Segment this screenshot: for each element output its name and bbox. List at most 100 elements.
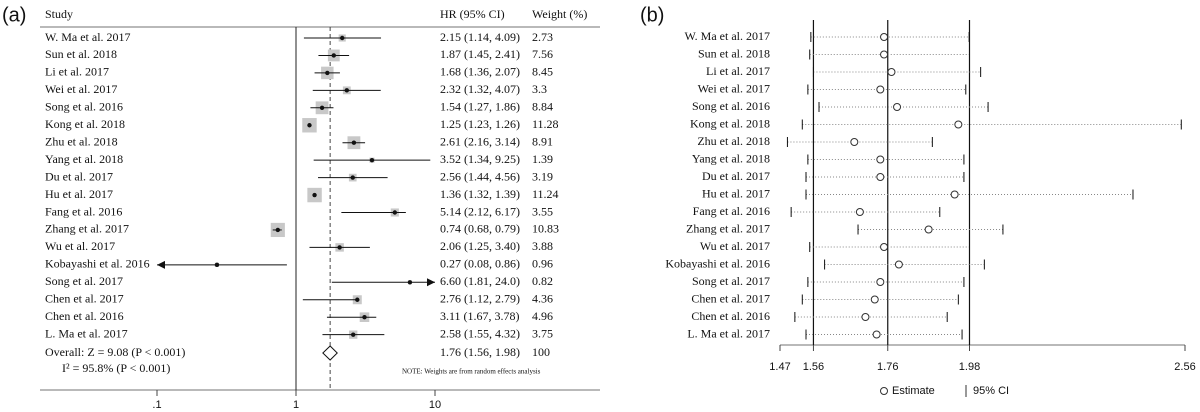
study-label: Du et al. 2017 [45,169,113,183]
column-header: Study [45,7,73,21]
study-label: Sun et al. 2018 [45,47,117,61]
overall-label: Overall: Z = 9.08 (P < 0.001) [45,345,185,359]
estimate [894,260,903,269]
x-tick-label: .1 [152,399,161,411]
column-header: HR (95% CI) [440,7,505,21]
hr-label: 1.87 (1.45, 2.41) [440,47,520,61]
estimate [872,330,881,339]
hr-label: 2.15 (1.14, 4.09) [440,30,520,44]
study-label: Du et al. 2017 [702,169,770,183]
estimate [850,138,859,146]
weight-label: 8.91 [532,134,553,148]
study-label: Chen et al. 2016 [691,309,770,323]
study-label: Zhang et al. 2017 [686,221,770,235]
estimate [954,120,963,129]
overall-hr-label: 1.76 (1.56, 1.98) [440,345,520,359]
weight-label: 3.3 [532,82,547,96]
study-label: Wei et al. 2017 [698,81,770,95]
hr-label: 2.32 (1.32, 4.07) [440,82,520,96]
hr-point [275,227,281,233]
study-label: Zhu et al. 2018 [45,134,118,148]
study-label: Chen et al. 2017 [691,291,770,305]
study-label: W. Ma et al. 2017 [45,30,131,44]
study-label: Song et al. 2017 [692,274,770,288]
estimate [870,295,879,304]
weight-label: 0.82 [532,274,553,288]
study-label: Li et al. 2017 [706,64,770,78]
overall-weight-label: 100 [532,345,550,359]
study-label: Chen et al. 2016 [45,309,124,323]
estimate [855,208,864,216]
hr-point [351,332,356,337]
study-label: Hu et al. 2017 [702,186,770,200]
hr-point [369,157,375,163]
hr-point [351,140,357,145]
x-tick-label: 1.47 [769,361,790,373]
weight-label: 8.45 [532,65,553,79]
estimate [876,155,885,164]
hr-label: 2.76 (1.12, 2.79) [440,292,520,306]
x-tick-label: 1.98 [959,361,980,373]
x-tick-label: 2.56 [1174,361,1195,373]
study-label: Song et al. 2017 [45,274,123,288]
hr-label: 5.14 (2.12, 6.17) [440,204,520,218]
weight-label: 11.24 [532,187,559,201]
ci-arrow [157,260,165,269]
weight-label: 3.88 [532,239,553,253]
estimate [950,190,959,199]
hr-label: 1.25 (1.23, 1.26) [440,117,520,131]
panel-label: (b) [640,4,664,26]
hr-label: 0.27 (0.08, 0.86) [440,257,520,271]
hr-point [340,35,345,41]
hr-point [344,88,350,93]
hr-point [407,280,413,285]
overall-diamond [322,345,338,361]
weight-label: 3.55 [532,204,553,218]
study-label: Li et al. 2017 [45,65,109,79]
study-label: L. Ma et al. 2017 [687,326,770,340]
estimate [876,173,885,181]
hr-label: 2.06 (1.25, 3.40) [440,239,520,253]
hr-point [350,175,355,180]
study-label: Kong et al. 2018 [690,116,770,130]
hr-label: 2.56 (1.44, 4.56) [440,169,520,183]
study-label: Song et al. 2016 [692,99,770,113]
study-label: Yang et al. 2018 [45,152,123,166]
hr-label: 2.58 (1.55, 4.32) [440,326,520,340]
weight-label: 10.83 [532,222,559,236]
weight-label: 4.36 [532,292,553,306]
study-label: Yang et al. 2018 [692,151,770,165]
study-label: Chen et al. 2017 [45,292,124,306]
hr-label: 1.54 (1.27, 1.86) [440,100,520,114]
hr-point [214,262,220,268]
study-label: Song et al. 2016 [45,100,123,114]
estimate [924,225,933,234]
hr-point [337,245,342,250]
estimate [893,103,902,111]
study-label: Zhang et al. 2017 [45,222,129,236]
column-header: Weight (%) [532,7,587,21]
hr-label: 1.68 (1.36, 2.07) [440,65,520,79]
hr-point [312,192,317,198]
weight-label: 1.39 [532,152,553,166]
study-label: Sun et al. 2018 [698,46,770,60]
legend-label: Estimate [892,385,935,397]
estimate [880,243,889,251]
hr-label: 3.52 (1.34, 9.25) [440,152,520,166]
panel-label: (a) [2,4,26,26]
hr-point [355,297,360,302]
estimate [876,278,885,286]
study-label: Zhu et al. 2018 [697,134,770,148]
estimate [880,33,889,41]
study-label: L. Ma et al. 2017 [45,326,128,340]
note: NOTE: Weights are from random effects an… [402,368,541,376]
weight-label: 7.56 [532,47,553,61]
estimate [876,85,885,94]
hr-point [362,315,367,320]
study-label: Wei et al. 2017 [45,82,117,96]
hr-label: 2.61 (2.16, 3.14) [440,134,520,148]
weight-label: 11.28 [532,117,559,131]
legend-symbol [880,387,888,395]
